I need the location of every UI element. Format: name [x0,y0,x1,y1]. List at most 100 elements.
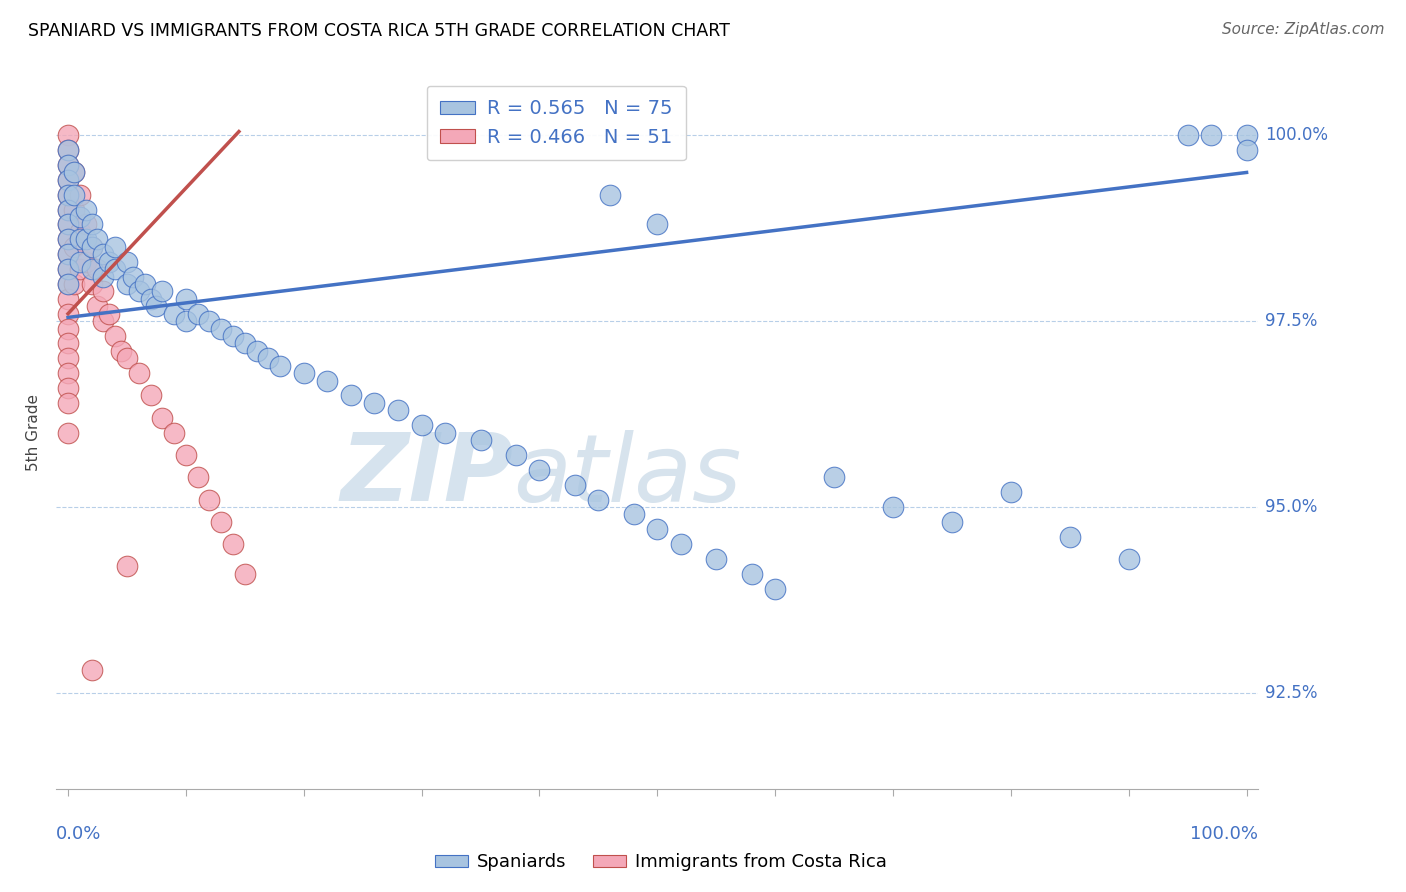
Point [505,448,527,462]
Point [56,321,79,335]
Point [75,254,97,268]
Point [63,202,86,217]
Point [80,240,103,254]
Point [233,336,256,351]
Point [645,218,669,232]
Point [56,218,79,232]
Point [69,262,91,277]
Point [80,664,103,678]
Point [121,269,143,284]
Point [187,307,209,321]
Point [56,247,79,261]
Point [75,202,97,217]
Point [56,158,79,172]
Point [104,262,127,277]
Point [246,343,269,358]
Point [69,254,91,268]
Point [128,366,150,380]
Point [139,388,162,402]
Point [363,396,385,410]
Point [63,240,86,254]
Point [69,210,91,224]
Point [187,470,209,484]
Point [1177,128,1199,143]
Text: ZIP: ZIP [340,429,513,522]
Point [209,515,232,529]
Point [56,366,79,380]
Point [56,232,79,246]
Point [56,381,79,395]
Point [340,388,363,402]
Point [56,158,79,172]
Point [56,396,79,410]
Point [86,299,108,313]
Point [80,240,103,254]
Point [75,232,97,246]
Point [115,351,138,366]
Point [588,492,610,507]
Point [222,329,245,343]
Point [292,366,315,380]
Point [56,262,79,277]
Point [704,552,727,566]
Point [741,566,763,581]
Point [1059,530,1081,544]
Point [56,187,79,202]
Text: 0.0%: 0.0% [56,825,101,843]
Point [110,343,132,358]
Point [163,307,186,321]
Point [269,359,291,373]
Point [434,425,457,440]
Point [56,232,79,246]
Text: Source: ZipAtlas.com: Source: ZipAtlas.com [1222,22,1385,37]
Point [104,240,127,254]
Point [56,202,79,217]
Point [104,329,127,343]
Text: 95.0%: 95.0% [1265,498,1317,516]
Point [69,232,91,246]
Legend: R = 0.565   N = 75, R = 0.466   N = 51: R = 0.565 N = 75, R = 0.466 N = 51 [426,86,686,161]
Text: 92.5%: 92.5% [1265,684,1317,702]
Point [470,433,492,447]
Point [56,218,79,232]
Point [145,299,167,313]
Point [63,165,86,179]
Point [93,269,115,284]
Point [56,173,79,187]
Point [174,448,197,462]
Point [209,321,232,335]
Point [56,292,79,306]
Point [56,262,79,277]
Point [75,218,97,232]
Point [134,277,156,291]
Point [163,425,186,440]
Point [56,307,79,321]
Text: atlas: atlas [513,430,741,521]
Point [645,522,669,536]
Text: 100.0%: 100.0% [1191,825,1258,843]
Point [86,232,108,246]
Point [63,277,86,291]
Point [233,566,256,581]
Point [411,418,433,433]
Point [56,187,79,202]
Point [882,500,904,514]
Point [56,277,79,291]
Point [564,477,586,491]
Point [1199,128,1222,143]
Point [150,285,173,299]
Point [93,285,115,299]
Point [174,292,197,306]
Point [115,559,138,574]
Point [56,247,79,261]
Point [56,277,79,291]
Point [56,351,79,366]
Point [599,187,621,202]
Point [86,262,108,277]
Point [56,202,79,217]
Point [69,225,91,239]
Point [387,403,409,417]
Text: SPANIARD VS IMMIGRANTS FROM COSTA RICA 5TH GRADE CORRELATION CHART: SPANIARD VS IMMIGRANTS FROM COSTA RICA 5… [28,22,730,40]
Point [56,336,79,351]
Point [115,254,138,268]
